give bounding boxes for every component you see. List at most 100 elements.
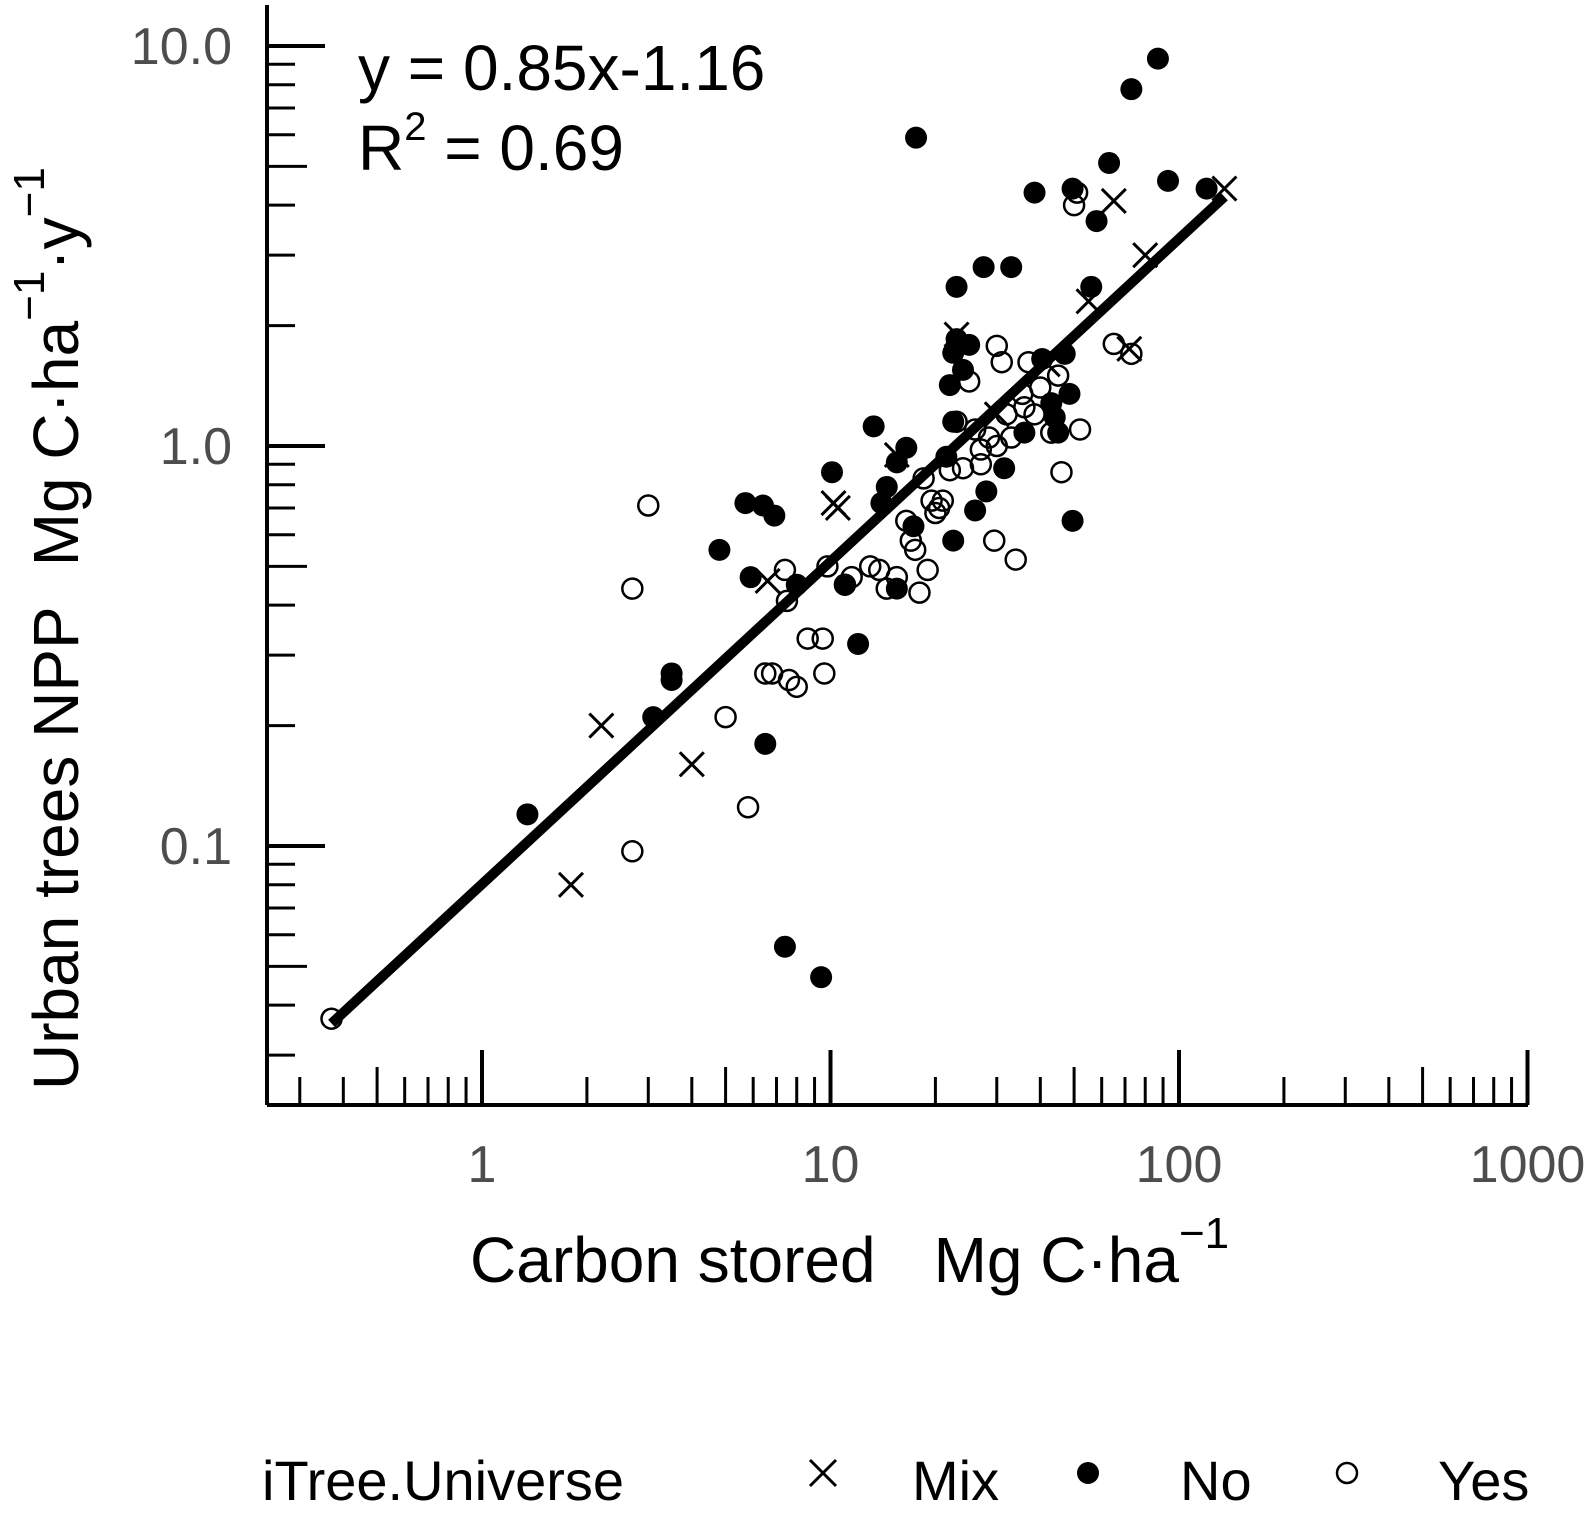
data-point-yes: [951, 456, 975, 480]
data-point-yes: [811, 627, 834, 650]
y-axis-title-main: Urban trees NPP: [20, 606, 92, 1090]
data-point-yes: [840, 565, 863, 589]
data-point-yes: [621, 840, 644, 863]
data-point-no: [1031, 348, 1054, 371]
x-stroke: [678, 751, 705, 778]
data-point-no: [1013, 421, 1036, 444]
data-point-no: [895, 436, 918, 459]
data-point-yes: [796, 627, 819, 650]
x-stroke: [557, 871, 585, 898]
data-point-no: [660, 669, 683, 692]
fit-equation: y = 0.85x-1.16: [358, 32, 765, 104]
data-point-mix: [1132, 242, 1159, 269]
data-point-yes: [927, 496, 951, 520]
data-point-mix: [820, 490, 847, 517]
data-point-yes: [714, 705, 737, 729]
data-point-no: [862, 415, 885, 438]
data-point-yes: [903, 538, 927, 562]
data-point-yes: [736, 795, 760, 819]
y-tick-label: 10.0: [131, 18, 232, 76]
data-point-yes: [1013, 395, 1036, 419]
y-tick-label: 1.0: [160, 418, 232, 476]
data-point-no: [1080, 275, 1103, 298]
data-point-no: [1000, 256, 1023, 279]
data-point-yes: [969, 438, 993, 461]
x-axis-title: Carbon stored Mg C·ha−1: [470, 1209, 1229, 1296]
data-point-yes: [1065, 181, 1089, 204]
data-point-yes: [969, 453, 993, 476]
data-point-no: [870, 492, 893, 515]
x-tick-label: 100: [1136, 1136, 1223, 1194]
data-point-no: [942, 529, 965, 552]
data-point-yes: [816, 555, 839, 578]
data-point-no: [1146, 47, 1169, 70]
data-point-yes: [938, 458, 962, 482]
x-stroke: [588, 712, 615, 739]
data-point-no: [708, 538, 731, 561]
data-point-no: [516, 803, 539, 826]
data-point-no: [1053, 342, 1076, 365]
y-axis-title-sup1: −1: [5, 271, 54, 321]
data-point-no: [993, 457, 1016, 480]
y-axis-title-unit: Mg C·ha: [20, 320, 92, 566]
data-point-no: [754, 732, 777, 755]
data-point-mix: [678, 751, 705, 778]
data-point-no: [1157, 169, 1180, 192]
data-point-no: [952, 358, 975, 381]
r-squared-sup: 2: [404, 105, 426, 149]
series-yes: [320, 181, 1143, 1030]
x-axis-title-sup: −1: [1179, 1209, 1229, 1258]
data-point-no: [1058, 382, 1081, 405]
data-point-yes: [1040, 421, 1063, 444]
data-point-yes: [982, 529, 1006, 552]
x-tick-label: 1000: [1470, 1136, 1586, 1194]
data-point-no: [1098, 151, 1121, 174]
r-squared-prefix: R: [358, 112, 404, 184]
data-point-yes: [924, 501, 947, 525]
data-point-no: [945, 275, 968, 298]
data-point-no: [810, 966, 833, 989]
x-tick-label: 1: [468, 1136, 497, 1194]
data-point-no: [1023, 181, 1046, 204]
y-axis-title: Urban trees NPPMg C·ha−1·y−1: [5, 167, 92, 1090]
data-point-yes: [985, 334, 1009, 358]
data-point-no: [938, 374, 961, 397]
data-point-no: [739, 566, 762, 589]
data-point-no: [1085, 210, 1108, 233]
data-point-no: [1195, 177, 1218, 200]
data-point-yes: [920, 489, 943, 512]
data-point-no: [964, 499, 987, 522]
data-point-no: [847, 632, 870, 655]
data-point-yes: [637, 494, 660, 517]
data-point-no: [773, 935, 796, 958]
y-axis-title-mid: ·y: [20, 217, 92, 270]
regression-line: [328, 193, 1228, 1028]
data-point-yes: [885, 565, 909, 589]
data-point-yes: [1046, 364, 1070, 387]
data-point-no: [763, 504, 786, 527]
legend-label-mix: Mix: [912, 1449, 999, 1512]
data-point-yes: [945, 410, 968, 433]
data-point-yes: [957, 370, 981, 393]
data-point-yes: [1004, 548, 1027, 571]
data-point-no: [642, 706, 665, 729]
x-axis-title-main: Carbon stored: [470, 1224, 876, 1296]
data-point-no: [935, 445, 958, 468]
series-no: [516, 47, 1218, 989]
points-layer: [320, 47, 1238, 1030]
x-stroke: [1132, 242, 1159, 269]
x-tick-label: 10: [802, 1136, 860, 1194]
data-point-yes: [775, 589, 799, 613]
legend-marker-yes: [1335, 1461, 1359, 1485]
data-point-no: [734, 492, 757, 515]
data-point-yes: [916, 558, 939, 582]
data-point-yes: [773, 558, 797, 582]
data-point-mix: [1211, 175, 1238, 202]
data-point-no: [972, 256, 995, 279]
data-point-yes: [621, 577, 644, 600]
data-point-no: [785, 573, 808, 596]
data-point-yes: [1029, 376, 1052, 399]
data-point-no: [1120, 78, 1143, 101]
legend-label-no: No: [1180, 1449, 1252, 1512]
x-stroke: [1211, 175, 1238, 202]
